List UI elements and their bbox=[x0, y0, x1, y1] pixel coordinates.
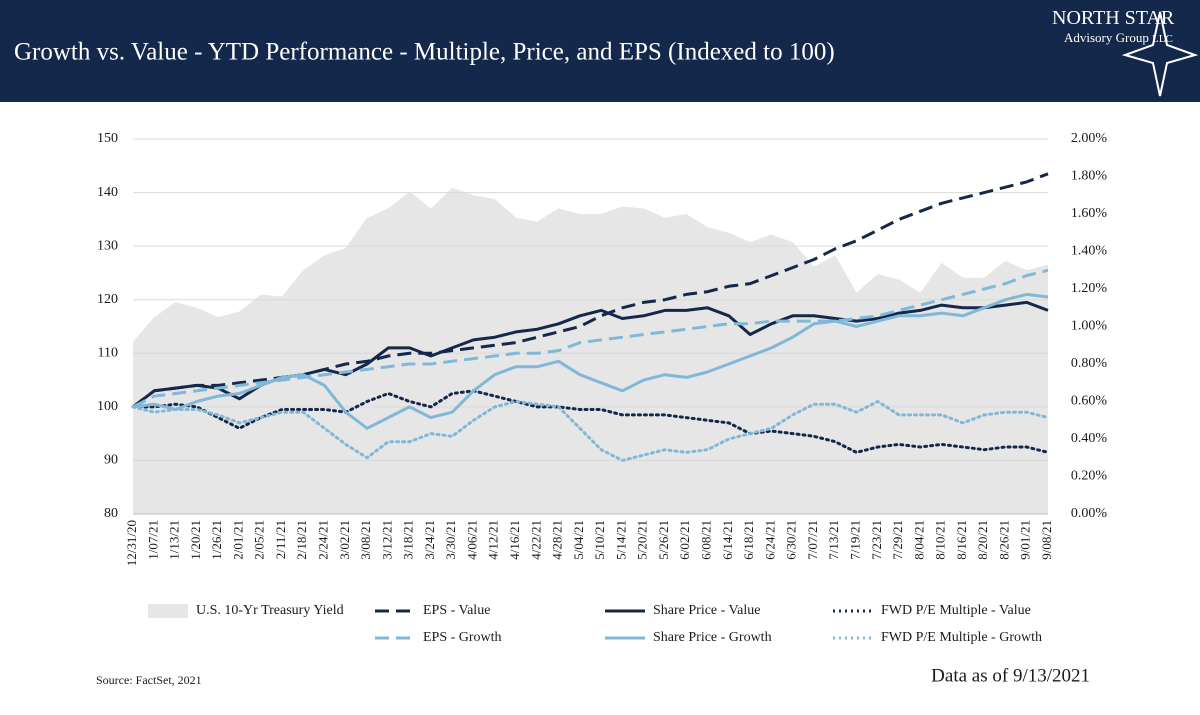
x-tick-label: 12/31/20 bbox=[124, 520, 139, 566]
y-tick-label: 120 bbox=[97, 292, 118, 307]
x-tick-label: 4/12/21 bbox=[486, 520, 501, 560]
y-tick-label: 140 bbox=[97, 185, 118, 200]
x-tick-label: 7/07/21 bbox=[805, 520, 820, 560]
x-tick-label: 8/16/21 bbox=[954, 520, 969, 560]
x-tick-label: 7/29/21 bbox=[890, 520, 905, 560]
y-tick-label: 80 bbox=[104, 506, 118, 521]
x-tick-label: 6/24/21 bbox=[762, 520, 777, 560]
x-tick-label: 3/12/21 bbox=[379, 520, 394, 560]
y2-tick-label: 1.40% bbox=[1071, 244, 1108, 259]
legend-label: Share Price - Growth bbox=[653, 630, 772, 645]
x-tick-label: 3/02/21 bbox=[337, 520, 352, 560]
x-tick-label: 4/16/21 bbox=[507, 520, 522, 560]
y2-tick-label: 1.60% bbox=[1071, 206, 1108, 221]
y2-tick-label: 0.60% bbox=[1071, 394, 1108, 409]
header-bar bbox=[0, 0, 1200, 102]
y2-tick-label: 1.00% bbox=[1071, 319, 1108, 334]
x-tick-label: 8/04/21 bbox=[911, 520, 926, 560]
line bbox=[131, 400, 1050, 462]
x-tick-label: 2/18/21 bbox=[294, 520, 309, 560]
x-tick-label: 3/08/21 bbox=[358, 520, 373, 560]
logo-subtitle: Advisory Group bbox=[1064, 30, 1149, 45]
chart-title: Growth vs. Value - YTD Performance - Mul… bbox=[14, 39, 835, 66]
y2-tick-label: 2.00% bbox=[1071, 131, 1108, 146]
logo-star bbox=[1121, 11, 1199, 97]
x-tick-label: 9/01/21 bbox=[1018, 520, 1033, 560]
y-tick-label: 130 bbox=[97, 238, 118, 253]
x-tick-label: 6/18/21 bbox=[741, 520, 756, 560]
line bbox=[131, 389, 1050, 454]
x-tick-label: 5/10/21 bbox=[592, 520, 607, 560]
x-tick-label: 3/30/21 bbox=[443, 520, 458, 560]
y2-tick-label: 1.20% bbox=[1071, 281, 1108, 296]
x-tick-label: 1/26/21 bbox=[209, 520, 224, 560]
legend-label: EPS - Growth bbox=[423, 630, 502, 645]
x-tick-label: 3/24/21 bbox=[422, 520, 437, 560]
x-tick-label: 5/14/21 bbox=[613, 520, 628, 560]
y2-tick-label: 0.80% bbox=[1071, 356, 1108, 371]
y-tick-label: 90 bbox=[104, 453, 118, 468]
y-tick-label: 100 bbox=[97, 399, 118, 414]
x-tick-label: 1/13/21 bbox=[167, 520, 182, 560]
y2-tick-label: 1.80% bbox=[1071, 169, 1108, 184]
x-tick-label: 8/26/21 bbox=[996, 520, 1011, 560]
legend-label: Share Price - Value bbox=[653, 603, 760, 618]
x-tick-label: 7/19/21 bbox=[847, 520, 862, 560]
x-tick-label: 3/18/21 bbox=[401, 520, 416, 560]
x-tick-label: 6/30/21 bbox=[784, 520, 799, 560]
x-tick-label: 5/26/21 bbox=[656, 520, 671, 560]
x-tick-label: 8/10/21 bbox=[933, 520, 948, 560]
y2-tick-label: 0.00% bbox=[1071, 506, 1108, 521]
x-tick-label: 8/20/21 bbox=[975, 520, 990, 560]
x-tick-label: 1/20/21 bbox=[188, 520, 203, 560]
y-tick-label: 150 bbox=[97, 131, 118, 146]
source: Source: FactSet, 2021 bbox=[96, 673, 202, 687]
x-tick-label: 2/05/21 bbox=[252, 520, 267, 560]
area bbox=[133, 187, 1048, 515]
x-tick-label: 4/22/21 bbox=[528, 520, 543, 560]
x-tick-label: 4/28/21 bbox=[550, 520, 565, 560]
x-tick-label: 6/14/21 bbox=[720, 520, 735, 560]
x-tick-label: 2/11/21 bbox=[273, 520, 288, 559]
x-tick-label: 2/01/21 bbox=[230, 520, 245, 560]
legend-label: EPS - Value bbox=[423, 603, 490, 618]
data-date-note: Data as of 9/13/2021 bbox=[931, 665, 1090, 686]
logo-name: NORTH STAR bbox=[1052, 7, 1175, 29]
x-tick-label: 6/02/21 bbox=[677, 520, 692, 560]
x-tick-label: 7/13/21 bbox=[826, 520, 841, 560]
legend-label: FWD P/E Multiple - Growth bbox=[881, 630, 1042, 645]
x-tick-label: 5/04/21 bbox=[571, 520, 586, 560]
x-tick-label: 2/24/21 bbox=[315, 520, 330, 560]
x-tick-label: 7/23/21 bbox=[869, 520, 884, 560]
line bbox=[132, 292, 1049, 430]
x-tick-label: 5/20/21 bbox=[635, 520, 650, 560]
logo-llc: LLC bbox=[1152, 33, 1173, 45]
x-tick-label: 1/07/21 bbox=[145, 520, 160, 560]
line bbox=[132, 268, 1049, 409]
legend-swatch bbox=[148, 604, 188, 618]
x-tick-label: 4/06/21 bbox=[464, 520, 479, 560]
x-tick-label: 9/08/21 bbox=[1039, 520, 1054, 560]
y-tick-label: 110 bbox=[98, 346, 118, 361]
x-tick-label: 6/08/21 bbox=[699, 520, 714, 560]
y2-tick-label: 0.40% bbox=[1071, 431, 1108, 446]
y2-tick-label: 0.20% bbox=[1071, 469, 1108, 484]
legend-label: U.S. 10-Yr Treasury Yield bbox=[196, 603, 344, 618]
legend-label: FWD P/E Multiple - Value bbox=[881, 603, 1031, 618]
